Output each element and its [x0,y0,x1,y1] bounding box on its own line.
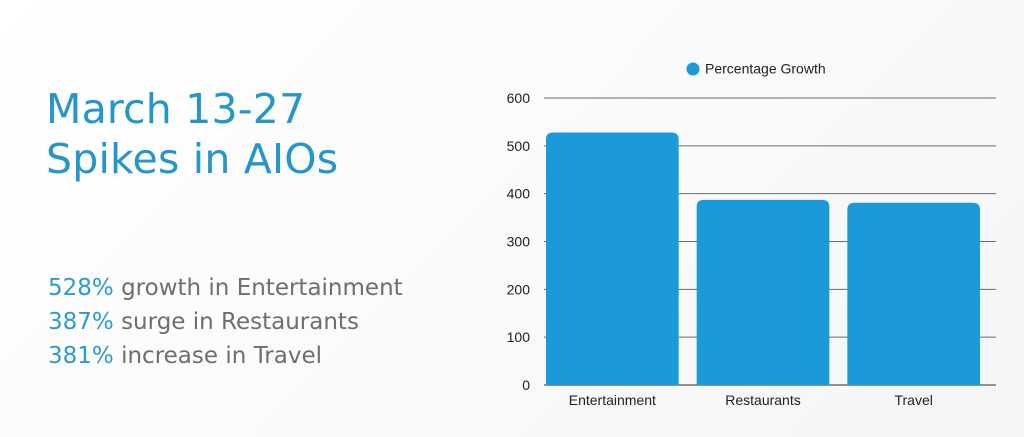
y-tick-label: 400 [507,186,531,202]
x-tick-label: Restaurants [725,392,800,408]
y-tick-label: 300 [507,234,531,250]
stats-list: 528% growth in Entertainment 387% surge … [48,271,403,373]
legend-label: Percentage Growth [705,61,826,77]
stat-value: 381% [48,343,114,369]
stat-value: 387% [48,309,114,335]
x-tick-label: Entertainment [569,392,656,408]
headline-line-2: Spikes in AIOs [46,135,339,183]
y-tick-label: 500 [507,138,531,154]
stat-row-entertainment: 528% growth in Entertainment [48,271,403,305]
bar-travel [847,202,980,385]
stat-text: growth in Entertainment [113,275,403,301]
bar-chart: 0 100 200 300 400 500 600 Entertainment Restaura… [500,50,1010,420]
legend-swatch [686,62,700,76]
y-tick-label: 100 [507,329,531,345]
y-tick-label: 0 [522,377,530,393]
bar-restaurants [696,199,830,385]
x-tick-label: Travel [894,392,932,408]
stat-value: 528% [48,275,114,301]
label-layer: 0 100 200 300 400 500 600 Entertainment Restaura… [507,90,933,408]
stat-text: increase in Travel [113,343,322,369]
y-tick-label: 200 [507,281,531,297]
stat-text: surge in Restaurants [113,309,359,335]
headline: March 13-27 Spikes in AIOs [46,84,338,184]
y-tick-label: 600 [507,90,531,106]
stat-row-travel: 381% increase in Travel [48,339,403,373]
stat-row-restaurants: 387% surge in Restaurants [48,305,403,339]
legend: Percentage Growth [686,61,826,77]
headline-line-1: March 13-27 [46,85,306,133]
bar-layer [546,132,980,385]
bar-entertainment [546,132,679,385]
bar-chart-svg: 0 100 200 300 400 500 600 Entertainment Restaura… [507,61,996,408]
